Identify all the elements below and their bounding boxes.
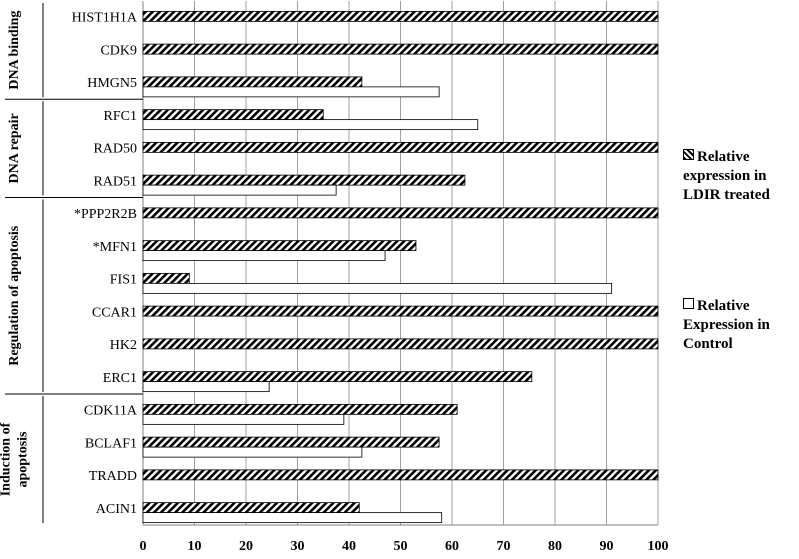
bar [142,119,479,131]
y-tick-label: CCAR1 [92,305,137,320]
bar [142,76,363,88]
bar [142,240,417,252]
y-tick-label: RAD51 [93,174,137,189]
bar [142,436,440,448]
bar [142,502,360,514]
y-tick-label: HIST1H1A [72,11,138,26]
bar [142,371,533,383]
y-tick-label: RAD50 [93,142,137,157]
y-tick-label: ACIN1 [96,502,137,517]
y-tick-label: *PPP2R2B [74,207,137,222]
bar [142,184,337,196]
bar [142,43,659,55]
x-tick-label: 30 [291,539,305,554]
legend-label: Relative expression in LDIR treated [683,149,770,203]
legend-label: Relative Expression in Control [683,298,770,352]
x-tick-label: 60 [445,539,459,554]
x-tick-label: 90 [600,539,614,554]
bar [142,86,440,98]
x-tick-label: 10 [188,539,202,554]
y-tick-label: CDK9 [100,43,137,58]
x-tick-label: 50 [394,539,408,554]
bar [142,413,345,425]
bar [142,174,466,186]
x-tick-label: 0 [140,539,147,554]
x-tick-label: 20 [239,539,253,554]
x-tick-label: 40 [342,539,356,554]
bar [142,446,363,458]
bar [142,282,613,294]
y-tick-label: CDK11A [84,404,138,419]
bar [142,250,386,262]
bar [142,109,324,121]
x-tick-label: 80 [548,539,562,554]
group-label: apoptosis [16,431,31,488]
bar [142,141,659,153]
bar [142,338,659,350]
bar [142,207,659,219]
y-tick-label: RFC1 [104,109,137,124]
bar [142,305,659,317]
y-tick-label: TRADD [89,469,137,484]
legend-entry: Relative expression in LDIR treated [683,148,795,205]
y-tick-label: BCLAF1 [85,436,137,451]
group-label: Regulation of apoptosis [7,225,22,366]
legend-swatch [683,149,694,160]
bar [142,10,659,22]
bar [142,381,270,393]
y-tick-label: *MFN1 [93,240,137,255]
y-tick-label: ERC1 [103,371,137,386]
y-tick-label: HMGN5 [87,76,137,91]
group-label: DNA repair [7,113,22,183]
group-label: DNA binding [7,11,22,90]
bar [142,469,659,481]
legend-swatch [683,298,694,309]
y-tick-label: HK2 [110,338,137,353]
x-tick-label: 100 [648,539,669,554]
group-label: Induction of [0,422,14,496]
bar [142,272,190,284]
legend-entry: Relative Expression in Control [683,297,795,354]
x-tick-label: 70 [497,539,511,554]
bar [142,512,443,524]
bar [142,403,458,415]
y-tick-label: FIS1 [110,273,137,288]
